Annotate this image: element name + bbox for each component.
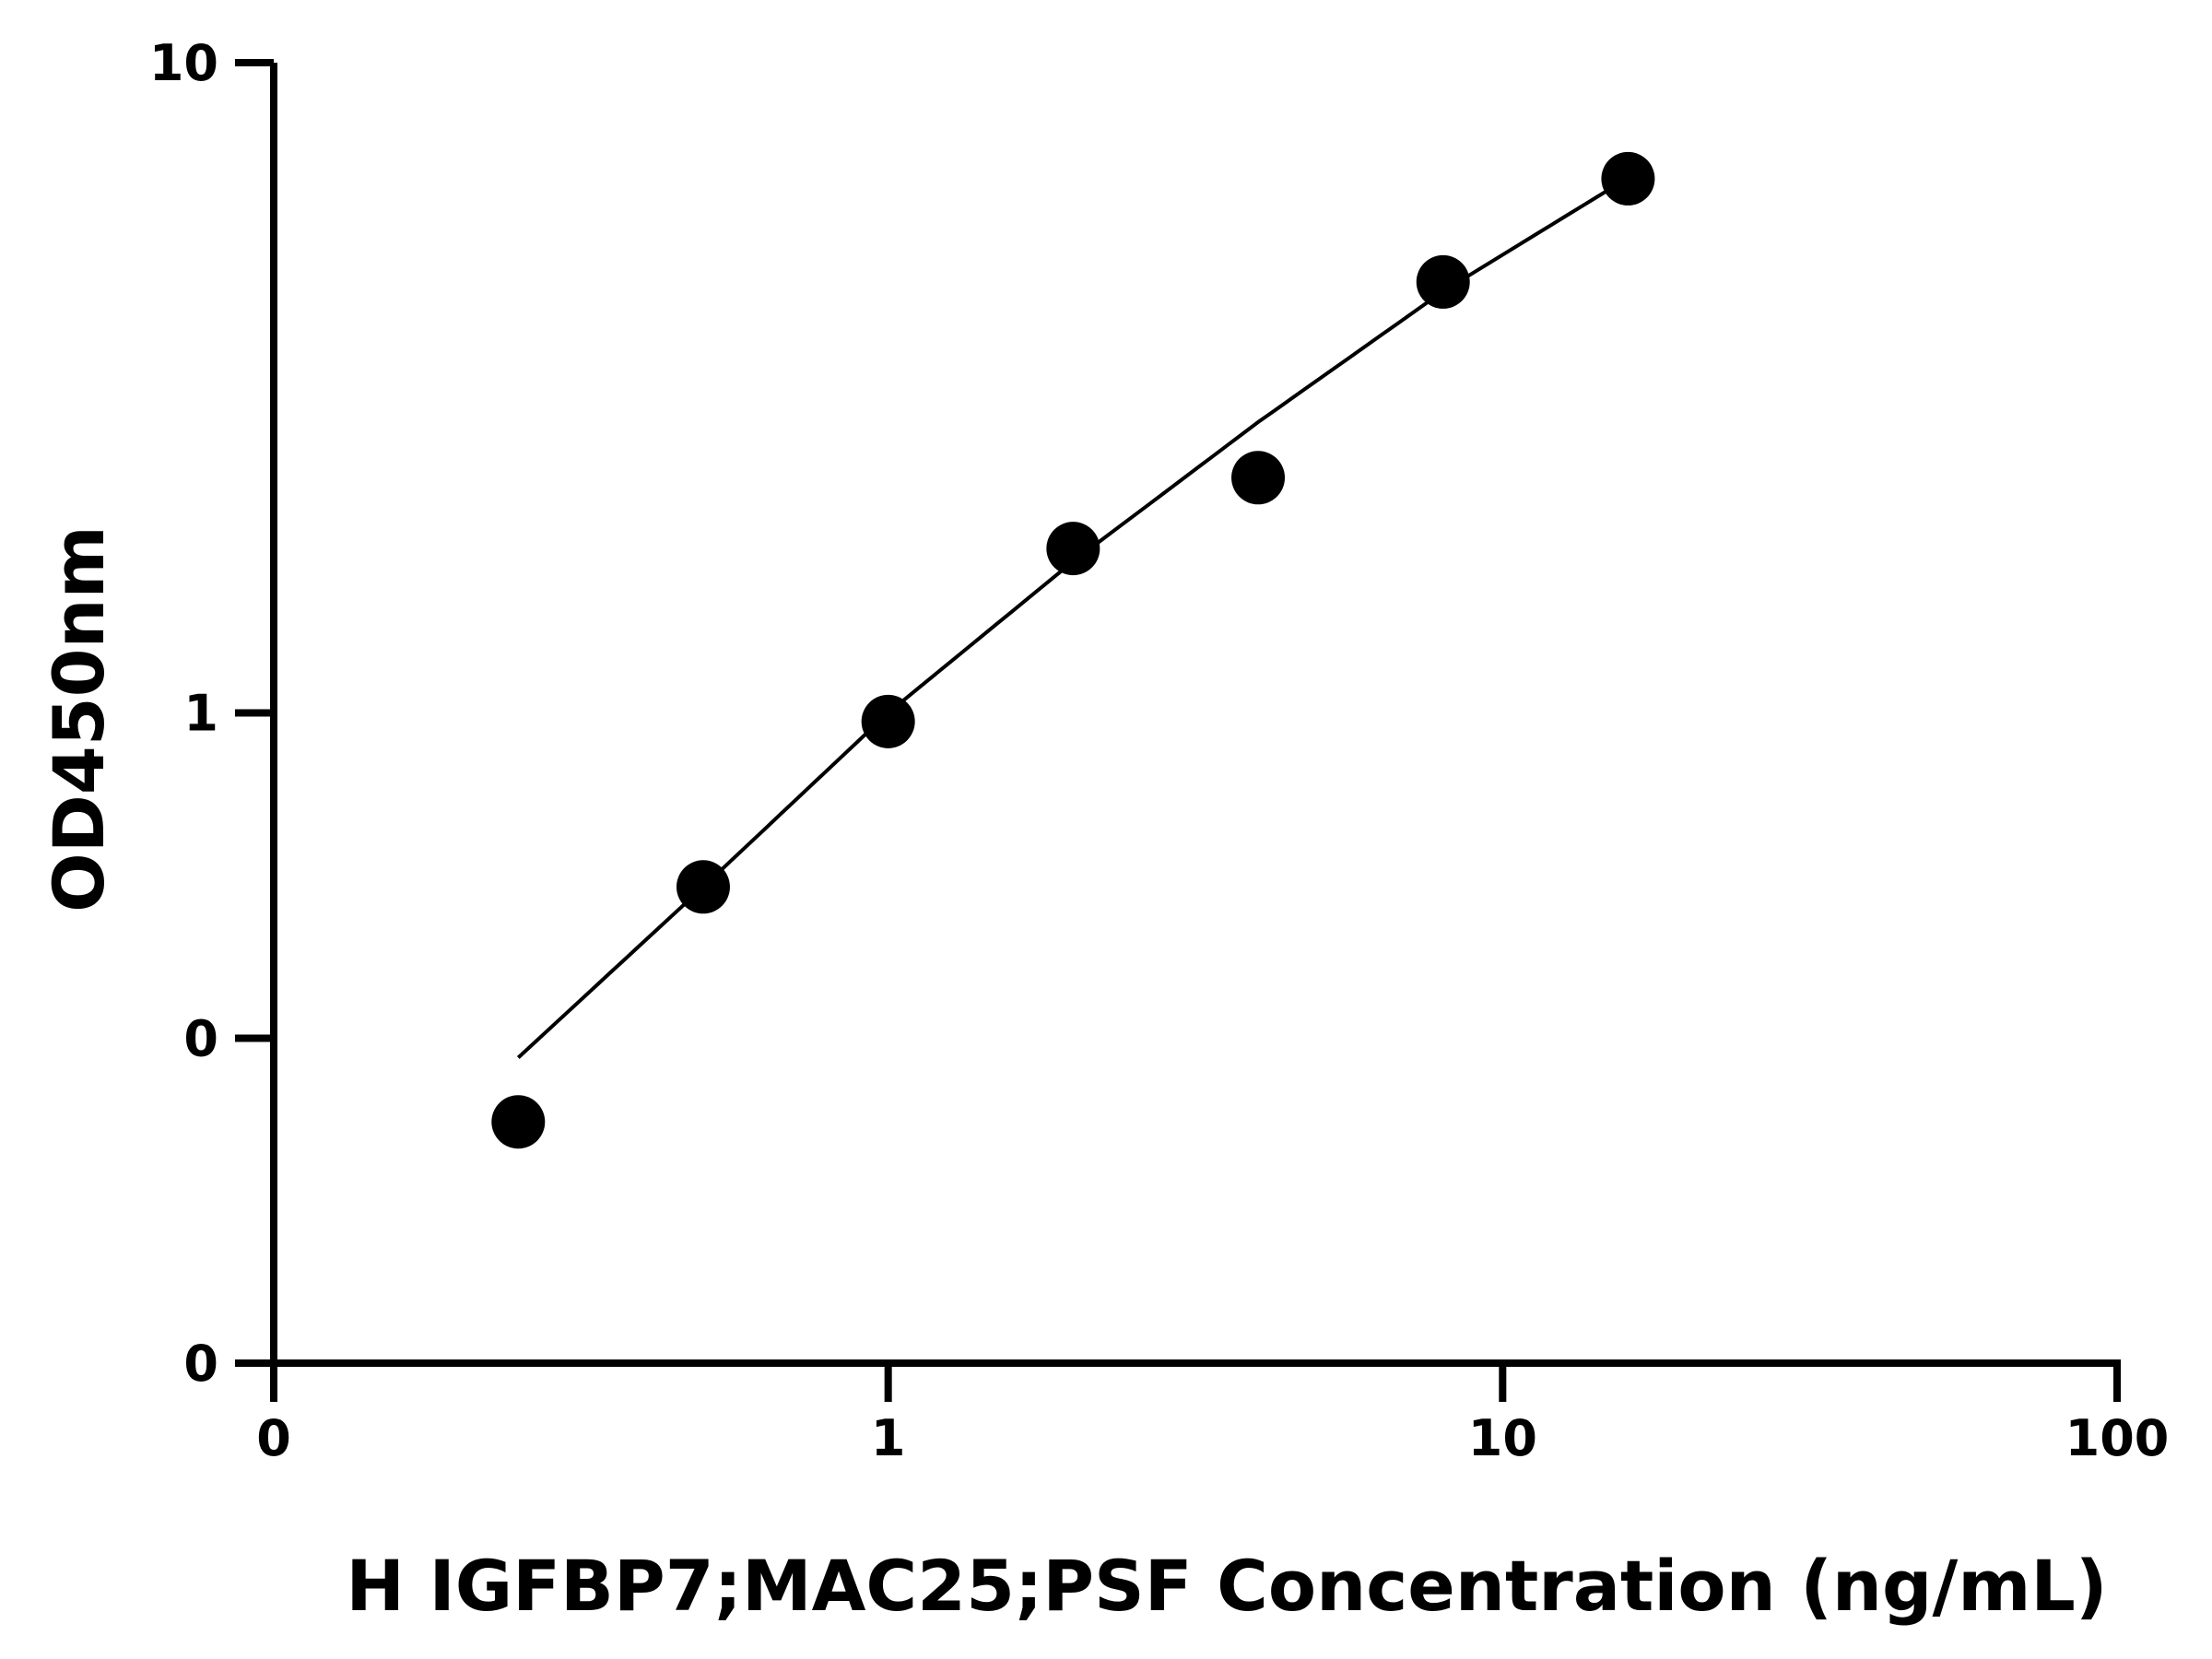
x-tick-label: 1 [871, 1409, 906, 1467]
data-point [1601, 151, 1655, 206]
x-ticks: 0 1 10 100 [256, 1363, 2169, 1467]
y-tick-label: 0 [183, 1009, 218, 1067]
data-point [1416, 254, 1470, 309]
y-tick-label: 1 [183, 685, 218, 743]
x-axis-title: H IGFBP7;MAC25;PSF Concentration (ng/mL) [346, 1545, 2107, 1627]
x-tick-label: 100 [2065, 1409, 2170, 1467]
y-tick-label: 0 [183, 1335, 218, 1393]
data-point [1046, 522, 1100, 576]
x-tick-label: 10 [1468, 1409, 1537, 1467]
y-tick-label: 10 [149, 34, 218, 92]
data-point [1231, 451, 1286, 505]
axes [270, 63, 2121, 1367]
data-point [861, 694, 915, 748]
y-ticks: 0 0 1 10 [149, 34, 274, 1393]
fit-curve [516, 176, 1630, 1059]
data-points [491, 151, 1655, 1149]
data-point [676, 860, 730, 914]
data-point [491, 1095, 546, 1149]
y-axis-title: OD450nm [38, 525, 120, 912]
x-tick-label: 0 [256, 1409, 291, 1467]
